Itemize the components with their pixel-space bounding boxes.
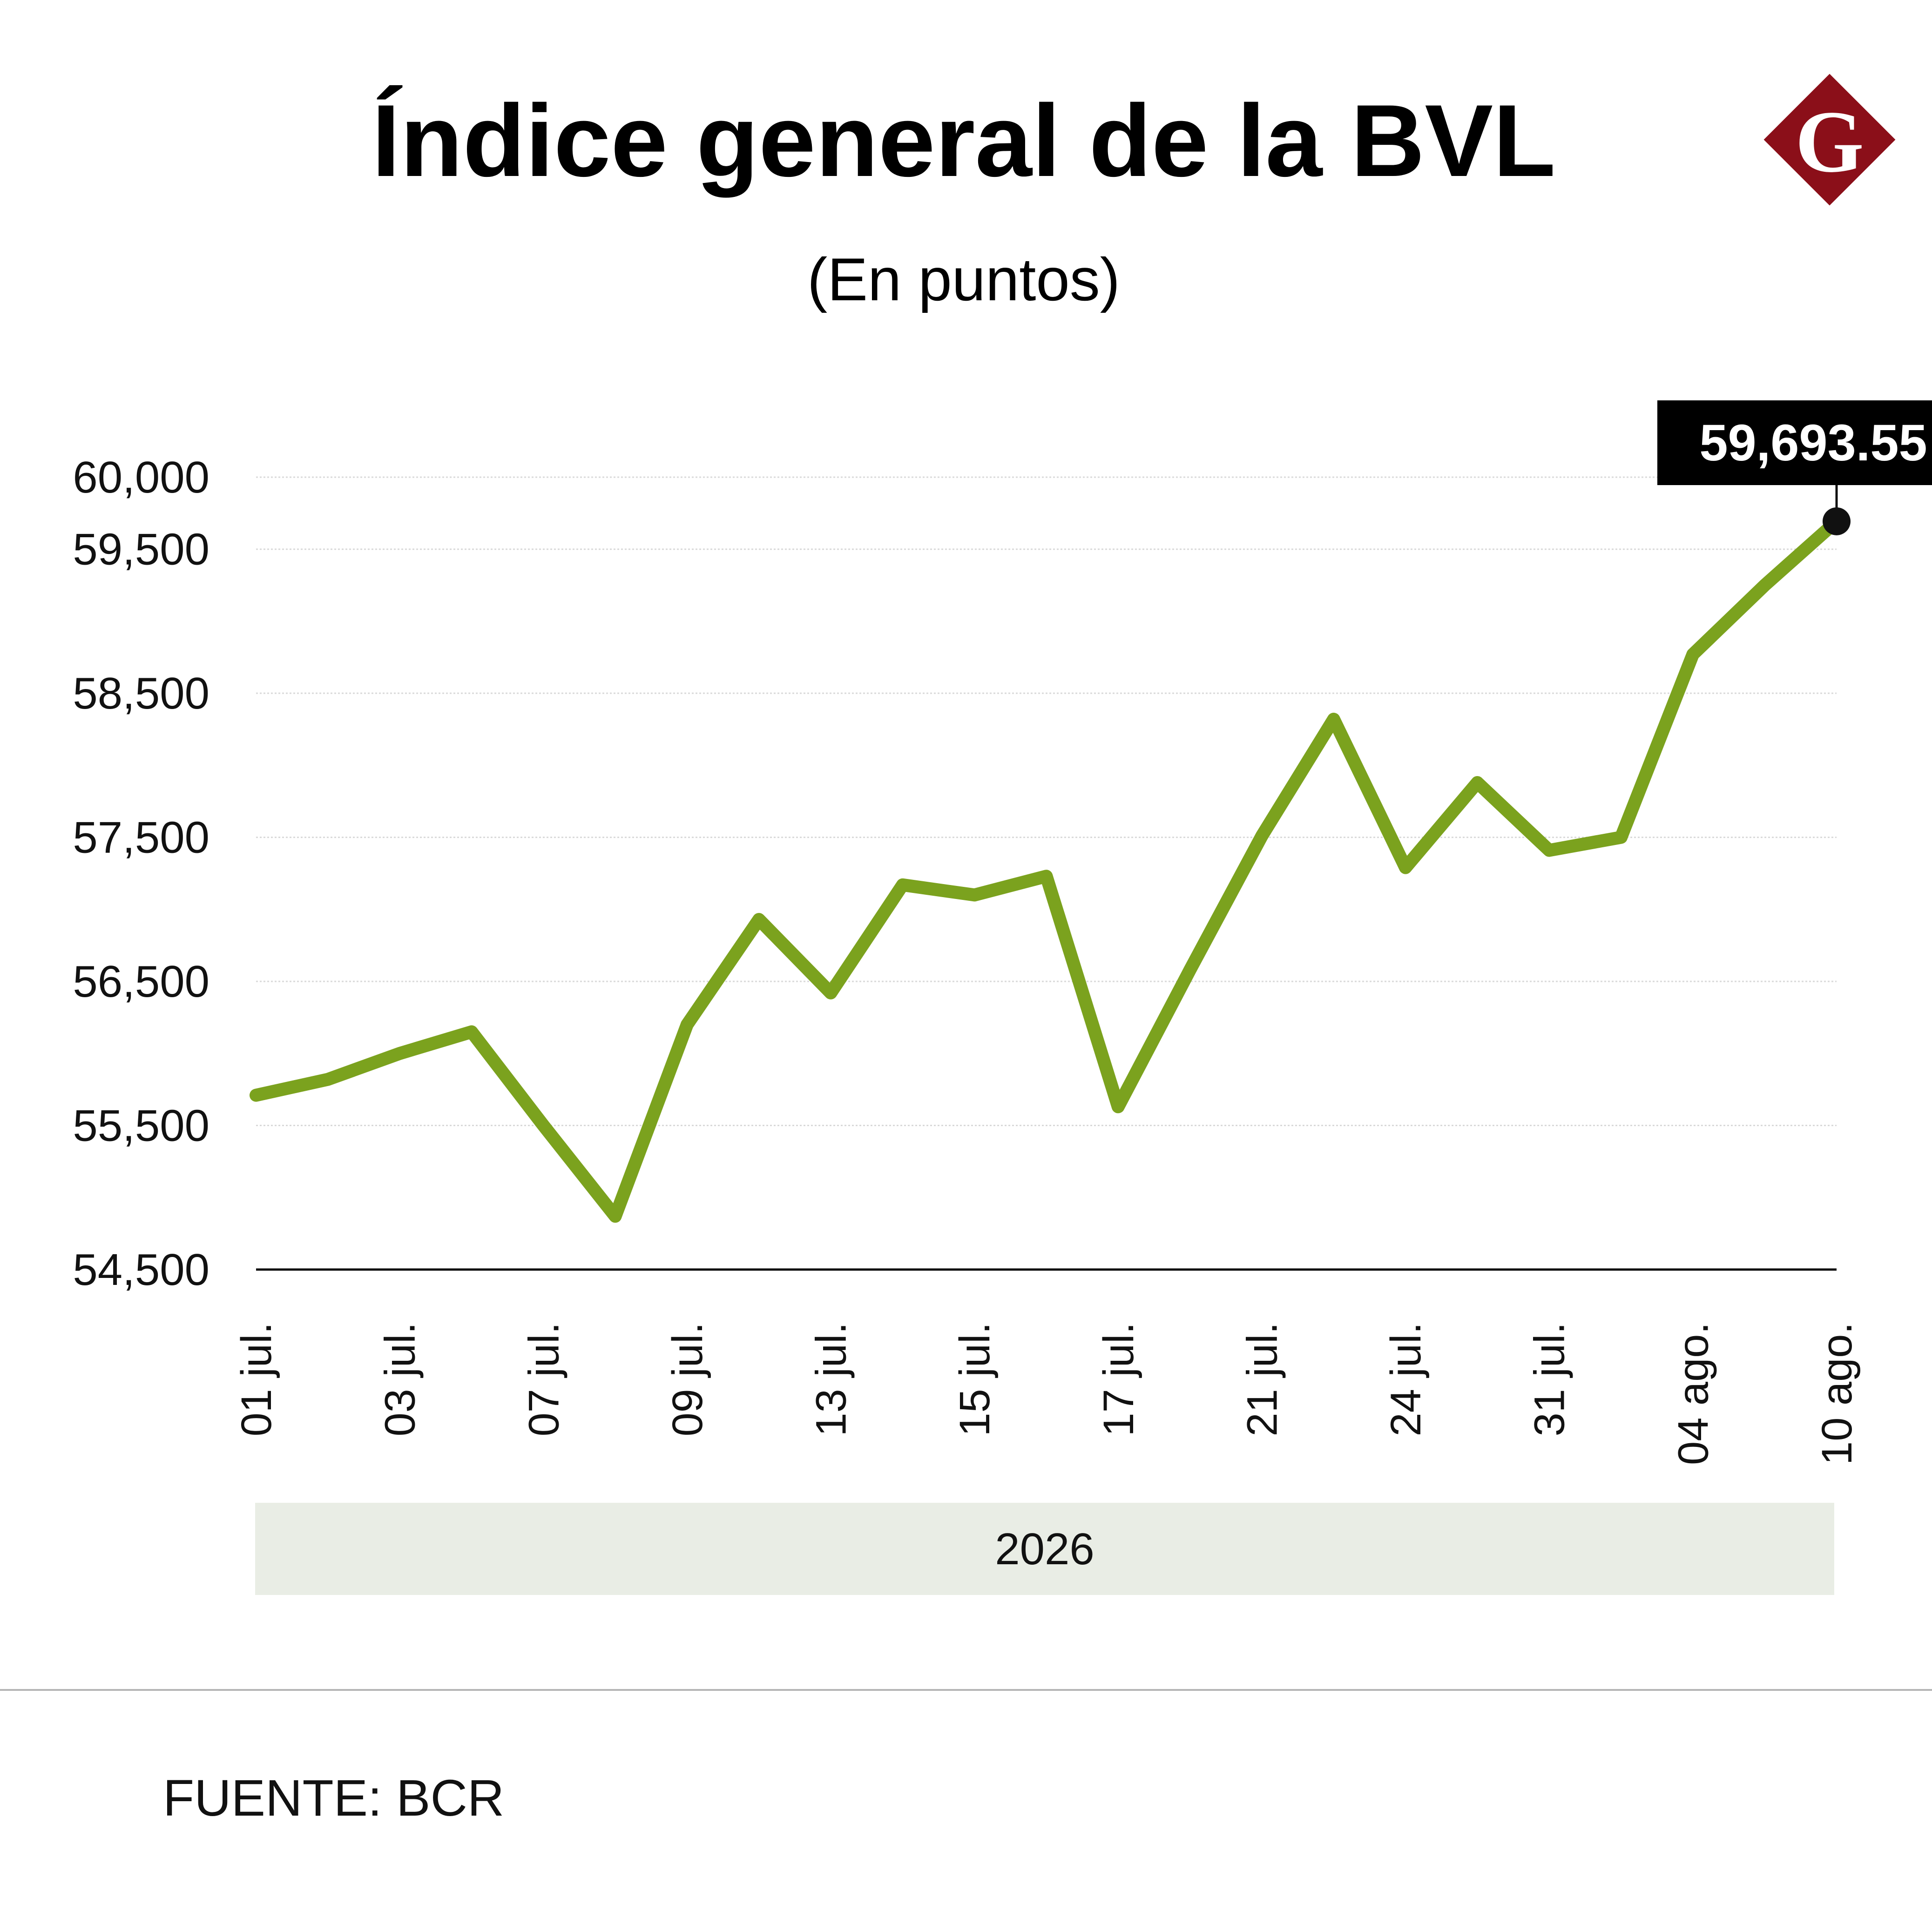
x-tick-label: 01 jul. [233,1322,280,1437]
x-tick-label: 21 jul. [1238,1322,1286,1437]
y-tick-label: 60,000 [73,453,209,502]
callout-value: 59,693.55 [1699,414,1927,472]
end-point-marker [1823,507,1851,535]
y-tick-label: 59,500 [73,525,209,574]
year-label: 2026 [995,1524,1094,1574]
x-tick-label: 24 jul. [1382,1322,1430,1437]
chart-subtitle: (En puntos) [807,245,1120,313]
callout-box [1657,400,1932,485]
x-tick-label: 07 jul. [520,1322,567,1437]
y-tick-label: 57,500 [73,813,209,863]
x-tick-label: 09 jul. [664,1322,711,1437]
logo-icon: G [1763,74,1896,206]
source-note: FUENTE: BCR [163,1770,504,1827]
series-line [250,514,1843,1223]
y-tick-label: 55,500 [73,1101,209,1151]
x-tick-label: 15 jul. [951,1322,999,1437]
x-tick-label: 13 jul. [808,1322,855,1437]
y-tick-label: 56,500 [73,957,209,1007]
logo-letter: G [1795,93,1864,191]
y-tick-label: 58,500 [73,669,209,718]
x-tick-label: 17 jul. [1095,1322,1142,1437]
gridlines [256,476,1837,1127]
y-tick-label: 54,500 [73,1245,209,1295]
x-tick-label: 04 ago. [1669,1322,1717,1465]
x-axis-ticks: 01 jul. 03 jul. 07 jul. 09 jul. 13 jul. 15 ju… [233,1322,1861,1465]
x-tick-label: 03 jul. [377,1322,424,1437]
x-tick-label: 31 jul. [1526,1322,1574,1437]
callout: 59,693.55 [1657,400,1932,535]
x-tick-label: 10 ago. [1813,1322,1861,1465]
chart-title: Índice general de la BVL [372,83,1556,198]
year-band [255,1503,1834,1595]
y-axis-ticks: 60,000 59,500 58,500 57,500 56,500 55,500 54,5… [73,453,209,1295]
